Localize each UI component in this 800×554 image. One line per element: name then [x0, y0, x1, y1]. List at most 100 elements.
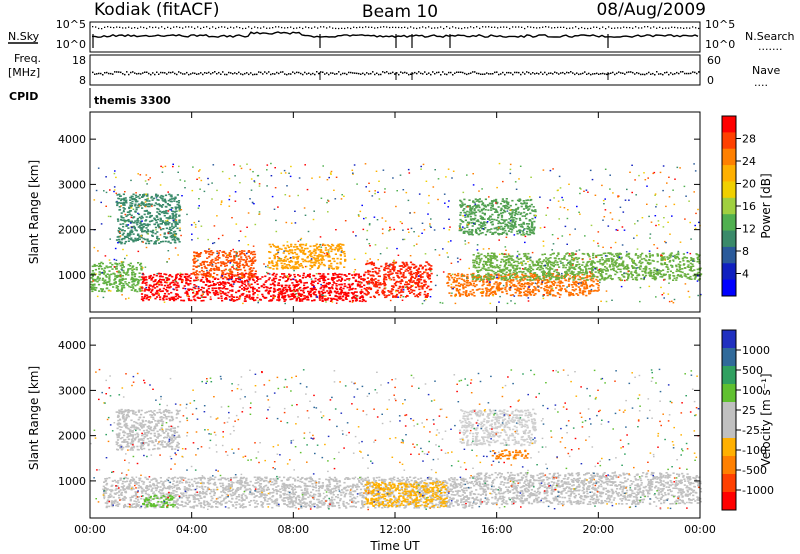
freq-dot	[298, 71, 300, 74]
data-cell	[206, 257, 209, 259]
data-cell	[421, 288, 424, 290]
data-cell	[167, 217, 170, 220]
data-cell	[611, 253, 614, 256]
data-cell	[282, 297, 285, 299]
data-cell	[322, 255, 325, 257]
nave-tick-lo: 0	[707, 74, 714, 87]
data-cell	[329, 246, 333, 248]
data-cell	[245, 256, 248, 258]
data-cell	[512, 279, 515, 282]
data-cell	[507, 261, 511, 264]
data-cell	[340, 249, 343, 252]
data-cell	[120, 241, 123, 244]
data-cell	[613, 261, 616, 264]
data-cell	[312, 256, 315, 259]
data-cell	[589, 290, 592, 292]
data-cell	[662, 257, 665, 259]
data-cell	[628, 252, 631, 255]
data-cell	[504, 275, 507, 277]
data-cell	[188, 299, 191, 302]
data-cell	[488, 269, 491, 271]
freq-dot	[168, 71, 170, 74]
data-cell	[495, 281, 498, 283]
data-cell	[421, 273, 424, 275]
data-cell	[514, 270, 517, 272]
data-cell	[385, 267, 388, 270]
freq-dot	[440, 74, 442, 76]
data-cell	[410, 277, 413, 280]
freq-dot	[596, 72, 598, 75]
data-cell	[616, 256, 620, 259]
data-cell	[224, 252, 227, 255]
data-cell	[221, 273, 224, 276]
data-cell	[214, 292, 218, 295]
freq-dot	[110, 72, 112, 75]
data-cell	[123, 272, 126, 274]
data-cell	[591, 265, 595, 268]
data-cell	[497, 277, 500, 279]
data-cell	[225, 256, 228, 259]
data-cell	[679, 264, 682, 266]
data-cell	[292, 295, 295, 297]
data-cell	[167, 231, 170, 234]
data-cell	[193, 295, 196, 297]
freq-dot	[312, 72, 314, 75]
data-cell	[344, 259, 347, 261]
data-cell	[294, 261, 297, 263]
data-cell	[157, 223, 160, 226]
data-cell	[519, 276, 522, 278]
data-cell	[287, 294, 290, 296]
nsearch-dot	[470, 26, 472, 28]
data-cell	[418, 281, 421, 284]
data-cell	[645, 254, 648, 257]
data-cell	[131, 272, 134, 274]
data-cell	[472, 266, 475, 268]
data-cell	[406, 264, 409, 266]
freq-dot	[576, 72, 578, 74]
data-cell	[642, 278, 645, 281]
data-cell	[336, 280, 339, 282]
data-cell	[134, 204, 137, 207]
data-cell	[565, 253, 568, 255]
data-cell	[161, 221, 164, 223]
data-cell	[253, 256, 256, 258]
data-cell	[335, 298, 338, 301]
data-cell	[196, 273, 199, 275]
data-cell	[101, 262, 104, 265]
freq-dot	[566, 71, 568, 74]
data-cell	[148, 288, 151, 291]
data-cell	[255, 280, 259, 282]
data-cell	[156, 237, 159, 239]
data-cell	[577, 274, 580, 276]
data-cell	[127, 219, 130, 221]
freq-dot	[450, 71, 452, 74]
data-cell	[377, 293, 381, 296]
data-cell	[545, 257, 548, 259]
data-cell	[143, 213, 146, 216]
freq-dot	[342, 72, 344, 75]
nsearch-dot	[467, 27, 469, 29]
data-cell	[605, 273, 608, 275]
data-cell	[410, 270, 413, 273]
data-cell	[410, 285, 413, 287]
nsearch-dot	[548, 26, 550, 28]
data-cell	[340, 288, 343, 291]
data-cell	[621, 274, 624, 276]
data-cell	[308, 273, 311, 275]
data-cell	[141, 202, 145, 205]
data-cell	[243, 289, 246, 291]
data-cell	[362, 299, 366, 301]
data-cell	[361, 298, 364, 301]
data-cell	[496, 259, 499, 262]
data-cell	[169, 235, 172, 238]
freq-dot	[348, 71, 350, 74]
data-cell	[204, 296, 207, 298]
data-cell	[497, 270, 500, 273]
data-cell	[108, 281, 111, 283]
data-cell	[156, 281, 159, 283]
data-cell	[239, 273, 242, 275]
data-cell	[320, 254, 323, 256]
data-cell	[274, 290, 277, 292]
data-cell	[400, 275, 403, 278]
data-cell	[91, 285, 94, 287]
